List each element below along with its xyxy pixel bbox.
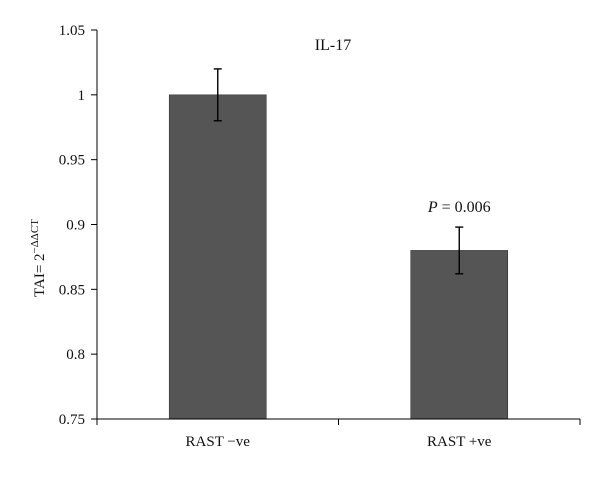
error-bar-2 (455, 226, 464, 275)
y-tick-label: 0.75 (59, 412, 85, 428)
y-tick-label: 0.9 (66, 218, 85, 234)
bars (168, 94, 509, 420)
bar-1 (168, 94, 267, 420)
error-bars (213, 68, 464, 275)
x-axis-ticks: RAST −ve RAST +ve (96, 419, 581, 450)
y-tick-label: 0.85 (59, 282, 85, 298)
y-axis-label-exponent: −ΔΔCT (29, 219, 41, 254)
bar-2 (410, 250, 509, 420)
x-tick-label: RAST −ve (186, 434, 251, 450)
y-axis-label-base: TAI= 2 (32, 253, 48, 297)
error-bar-1 (213, 68, 222, 122)
y-axis-label: TAI= 2−ΔΔCT (29, 219, 48, 297)
y-tick-label: 0.8 (66, 347, 85, 363)
y-axis-ticks: 0.75 0.8 0.85 0.9 0.95 1 1.05 (59, 23, 97, 428)
y-tick-label: 1 (78, 88, 86, 104)
x-tick-label: RAST +ve (427, 434, 492, 450)
y-tick-label: 0.95 (59, 153, 85, 169)
p-value-annotation: P = 0.006 (427, 199, 491, 216)
y-tick-label: 1.05 (59, 23, 85, 39)
annotations: P = 0.006 (427, 199, 491, 216)
chart-title: IL-17 (315, 37, 351, 54)
